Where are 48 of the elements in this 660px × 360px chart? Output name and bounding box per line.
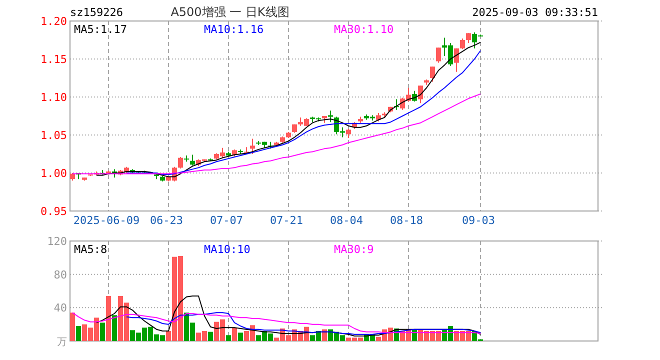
y-tick-label: 1.05 bbox=[40, 129, 67, 142]
y-tick-label: 1.20 bbox=[40, 15, 67, 28]
chart-title: A500增强 一 日K线图 bbox=[170, 5, 290, 19]
x-tick-label: 08-18 bbox=[390, 214, 424, 227]
candlestick bbox=[250, 138, 255, 154]
text: sz159226 bbox=[70, 6, 123, 19]
candlestick bbox=[190, 154, 195, 166]
x-tick-label: 2025-06-09 bbox=[73, 214, 140, 227]
text: MA5:8 bbox=[74, 243, 108, 256]
bar bbox=[100, 322, 105, 341]
candlestick bbox=[346, 128, 351, 139]
bar bbox=[112, 315, 117, 341]
text: MA10:1.16 bbox=[204, 23, 264, 36]
candlestick bbox=[436, 47, 441, 64]
x-tick-label: 08-04 bbox=[330, 214, 364, 227]
x-tick-label: 07-07 bbox=[210, 214, 244, 227]
candlestick bbox=[328, 110, 333, 123]
candlestick bbox=[454, 48, 459, 72]
bar bbox=[106, 296, 111, 341]
x-tick-label: 09-03 bbox=[462, 214, 496, 227]
bar bbox=[76, 326, 81, 341]
candlestick bbox=[460, 38, 465, 50]
line-series bbox=[126, 312, 481, 335]
bar bbox=[208, 332, 213, 341]
y-tick-label: 120 bbox=[47, 235, 67, 248]
y-tick-label: 40 bbox=[54, 302, 67, 315]
candlestick bbox=[466, 32, 471, 44]
x-tick-label: 06-23 bbox=[150, 214, 184, 227]
text: MA10:10 bbox=[204, 243, 250, 256]
x-tick-label: 07-21 bbox=[270, 214, 304, 227]
y-tick-label: 1.10 bbox=[40, 91, 67, 104]
candlestick bbox=[430, 66, 435, 82]
candlestick bbox=[418, 85, 423, 104]
text: MA5:1.17 bbox=[74, 23, 127, 36]
y-tick-label: 1.00 bbox=[40, 167, 67, 180]
candlestick bbox=[178, 156, 183, 169]
bar bbox=[226, 335, 231, 341]
y-tick-label: 80 bbox=[54, 268, 67, 282]
bar bbox=[70, 312, 75, 341]
y-tick-label: 0.95 bbox=[40, 205, 67, 218]
bar bbox=[232, 328, 237, 341]
y-axis-title: 万 bbox=[57, 337, 67, 348]
y-tick-label: 1.15 bbox=[40, 53, 67, 66]
bar bbox=[238, 332, 243, 341]
text: MA30:9 bbox=[334, 243, 374, 256]
line-series bbox=[72, 312, 481, 334]
text: 2025-09-03 09:33:51 bbox=[472, 6, 598, 19]
text: MA30:1.10 bbox=[334, 23, 394, 36]
